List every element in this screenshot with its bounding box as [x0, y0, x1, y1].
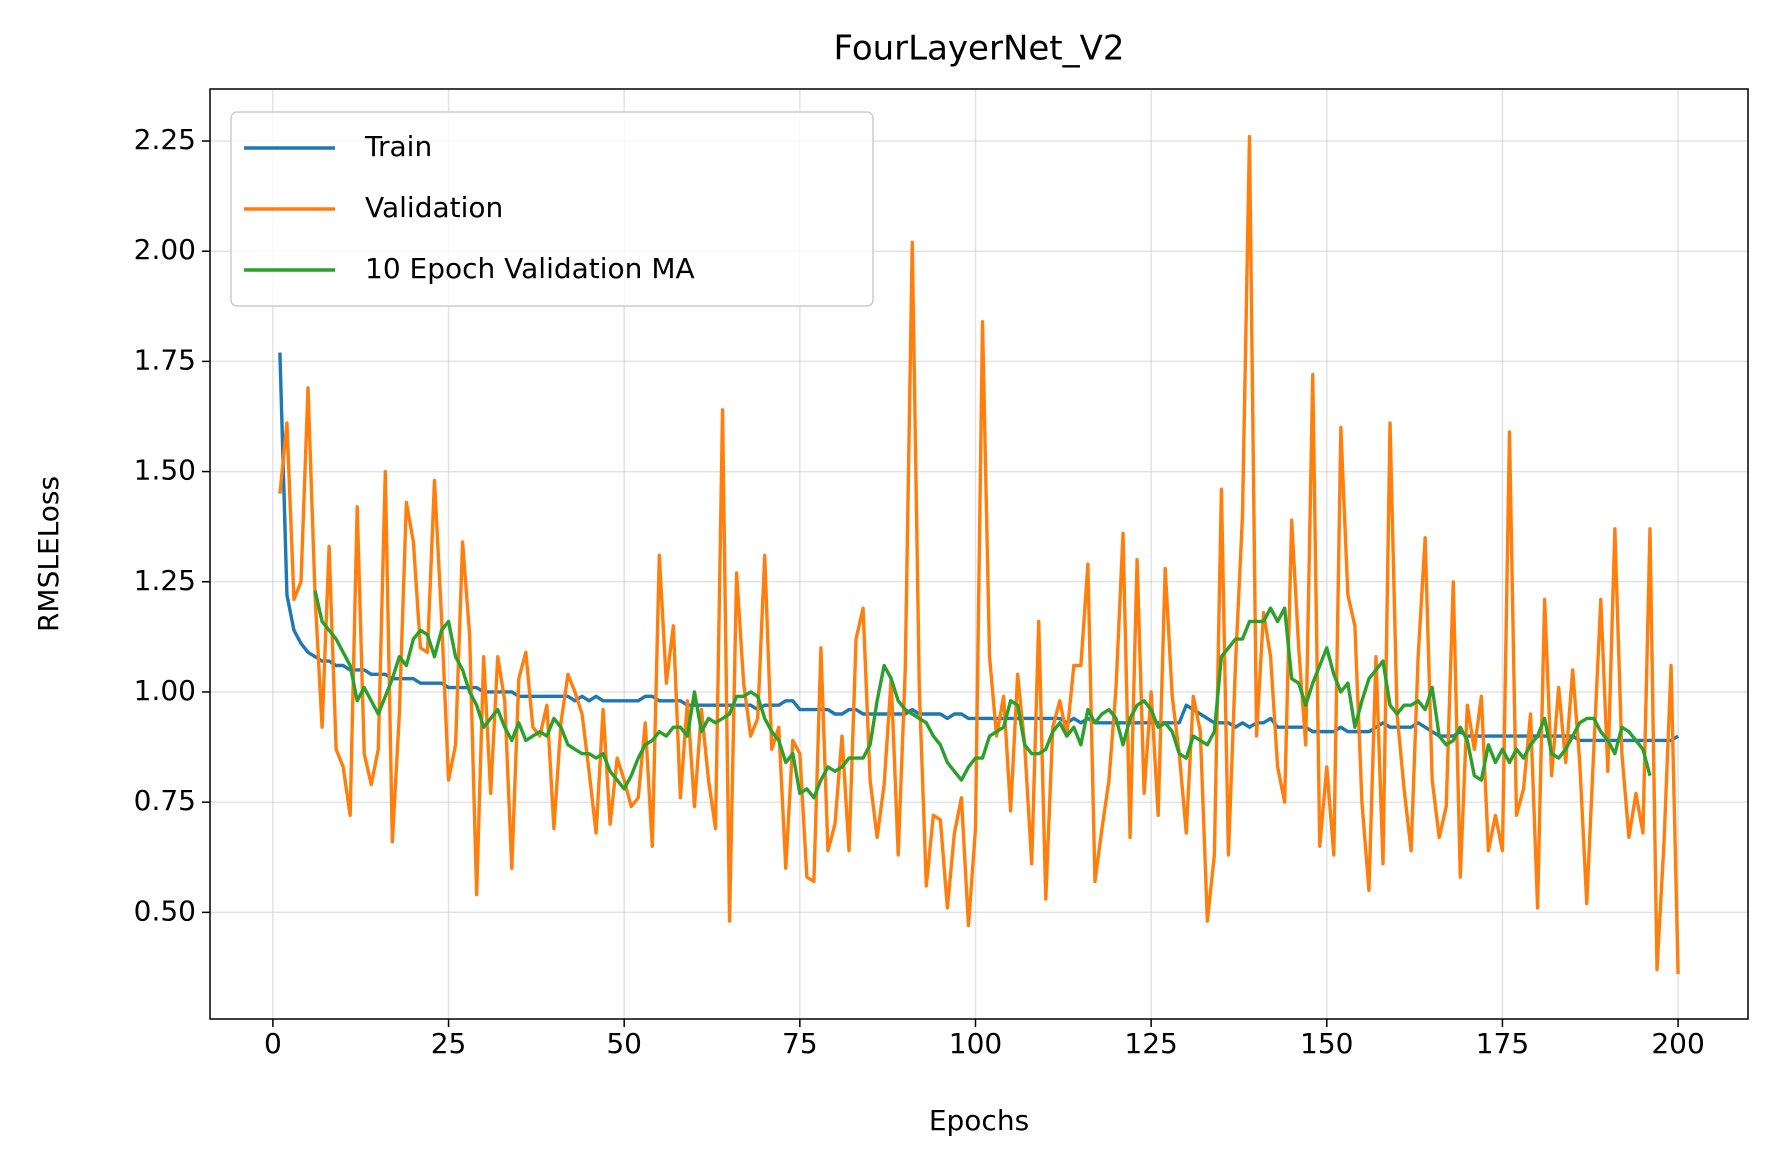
plot-frame [209, 88, 1749, 1020]
y-tick-label: 2.25 [134, 123, 196, 156]
series-line [278, 352, 1679, 743]
x-tick-label: 175 [1476, 1027, 1529, 1060]
x-tick-label: 25 [431, 1027, 467, 1060]
legend-label: Train [364, 130, 432, 163]
x-tick-label: 50 [606, 1027, 642, 1060]
x-tick-label: 125 [1124, 1027, 1177, 1060]
y-tick-label: 2.00 [134, 233, 196, 266]
y-tick-label: 1.00 [134, 674, 196, 707]
x-tick-label: 75 [782, 1027, 818, 1060]
y-tick-label: 1.75 [134, 343, 196, 376]
y-tick-label: 0.50 [134, 894, 196, 927]
legend: Train Validation 10 Epoch Validation MA [230, 111, 874, 307]
y-tick-label: 1.25 [134, 564, 196, 597]
legend-label: Validation [365, 191, 503, 224]
legend-box [230, 111, 874, 307]
x-axis-label: Epochs [929, 1104, 1029, 1137]
y-axis-label: RMSLELoss [32, 476, 65, 632]
y-tick-label: 1.50 [134, 454, 196, 487]
x-tick-label: 0 [264, 1027, 282, 1060]
y-tick-label: 0.75 [134, 784, 196, 817]
x-tick-label: 200 [1651, 1027, 1704, 1060]
legend-label: 10 Epoch Validation MA [365, 252, 695, 285]
chart-title: FourLayerNet_V2 [833, 29, 1124, 69]
series-line [313, 590, 1652, 800]
x-tick-label: 150 [1300, 1027, 1353, 1060]
series-line [278, 134, 1680, 975]
x-tick-label: 100 [949, 1027, 1002, 1060]
